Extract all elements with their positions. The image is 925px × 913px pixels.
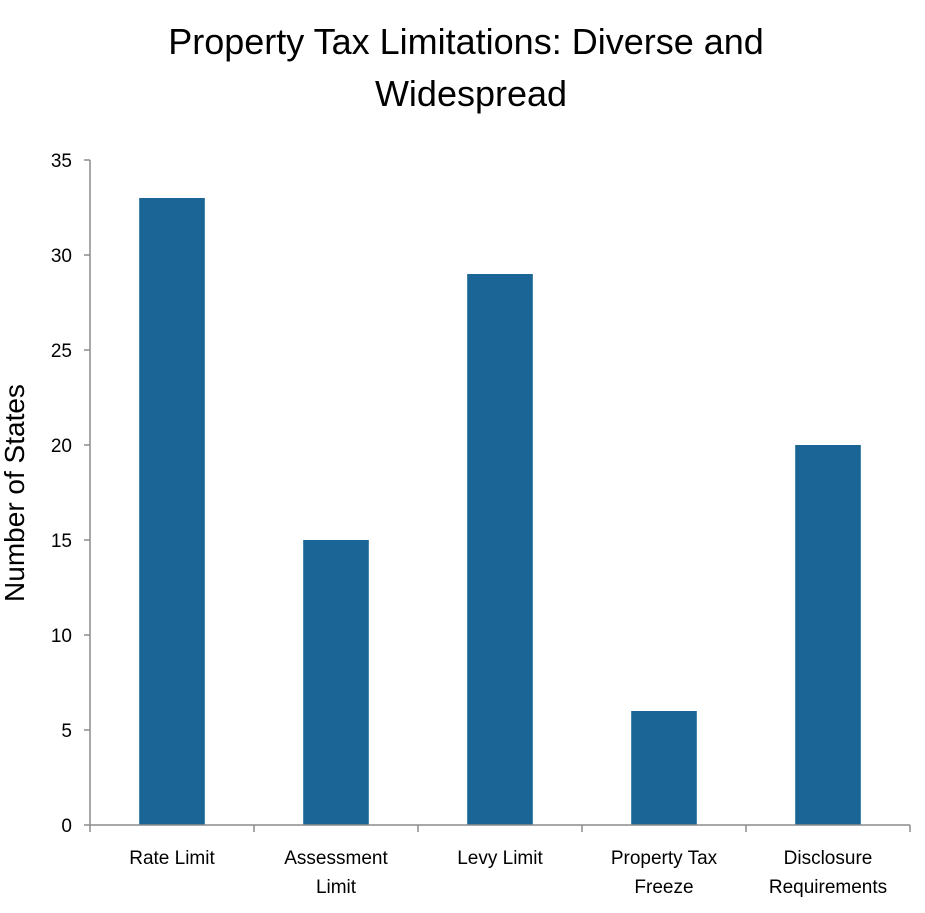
- y-axis-label: Number of States: [0, 384, 30, 602]
- x-tick-label: Levy Limit: [457, 848, 543, 869]
- bars: [139, 198, 861, 825]
- x-tick-label: Property Tax Freeze: [611, 848, 718, 898]
- bar: [467, 274, 533, 825]
- x-tick-label-line: Assessment: [284, 848, 388, 869]
- bar: [139, 198, 205, 825]
- bar: [631, 711, 697, 825]
- x-tick-label: Rate Limit: [129, 848, 215, 869]
- x-tick-label-line: Levy Limit: [457, 848, 543, 869]
- chart-title: Property Tax Limitations: Diverse and Wi…: [168, 21, 774, 114]
- x-tick-label: Assessment Limit: [284, 848, 388, 898]
- bar: [303, 540, 369, 825]
- x-tick-label-line: Rate Limit: [129, 848, 215, 869]
- chart-title-line-1: Property Tax Limitations: Diverse and: [168, 21, 764, 62]
- y-tick-label: 35: [51, 151, 72, 172]
- y-tick-label: 10: [51, 626, 72, 647]
- x-axis-ticks: Rate Limit Assessment Limit Levy Limit Prope…: [89, 825, 911, 898]
- y-tick-label: 20: [51, 436, 72, 457]
- x-tick-label-line: Limit: [316, 877, 357, 898]
- x-tick-label-line: Requirements: [769, 877, 887, 898]
- x-tick-label: Disclosure Requirements: [769, 848, 887, 898]
- y-tick-label: 15: [51, 531, 72, 552]
- y-tick-label: 25: [51, 341, 72, 362]
- y-axis-ticks: 0 5 10 15 20 25 30 35: [51, 151, 90, 837]
- x-tick-label-line: Freeze: [634, 877, 693, 898]
- chart-title-line-2: Widespread: [375, 73, 567, 114]
- y-tick-label: 5: [61, 721, 72, 742]
- y-tick-label: 30: [51, 246, 72, 267]
- x-tick-label-line: Disclosure: [784, 848, 873, 869]
- bar: [795, 445, 861, 825]
- axes: [89, 160, 910, 826]
- y-tick-label: 0: [61, 816, 72, 837]
- x-tick-label-line: Property Tax: [611, 848, 718, 869]
